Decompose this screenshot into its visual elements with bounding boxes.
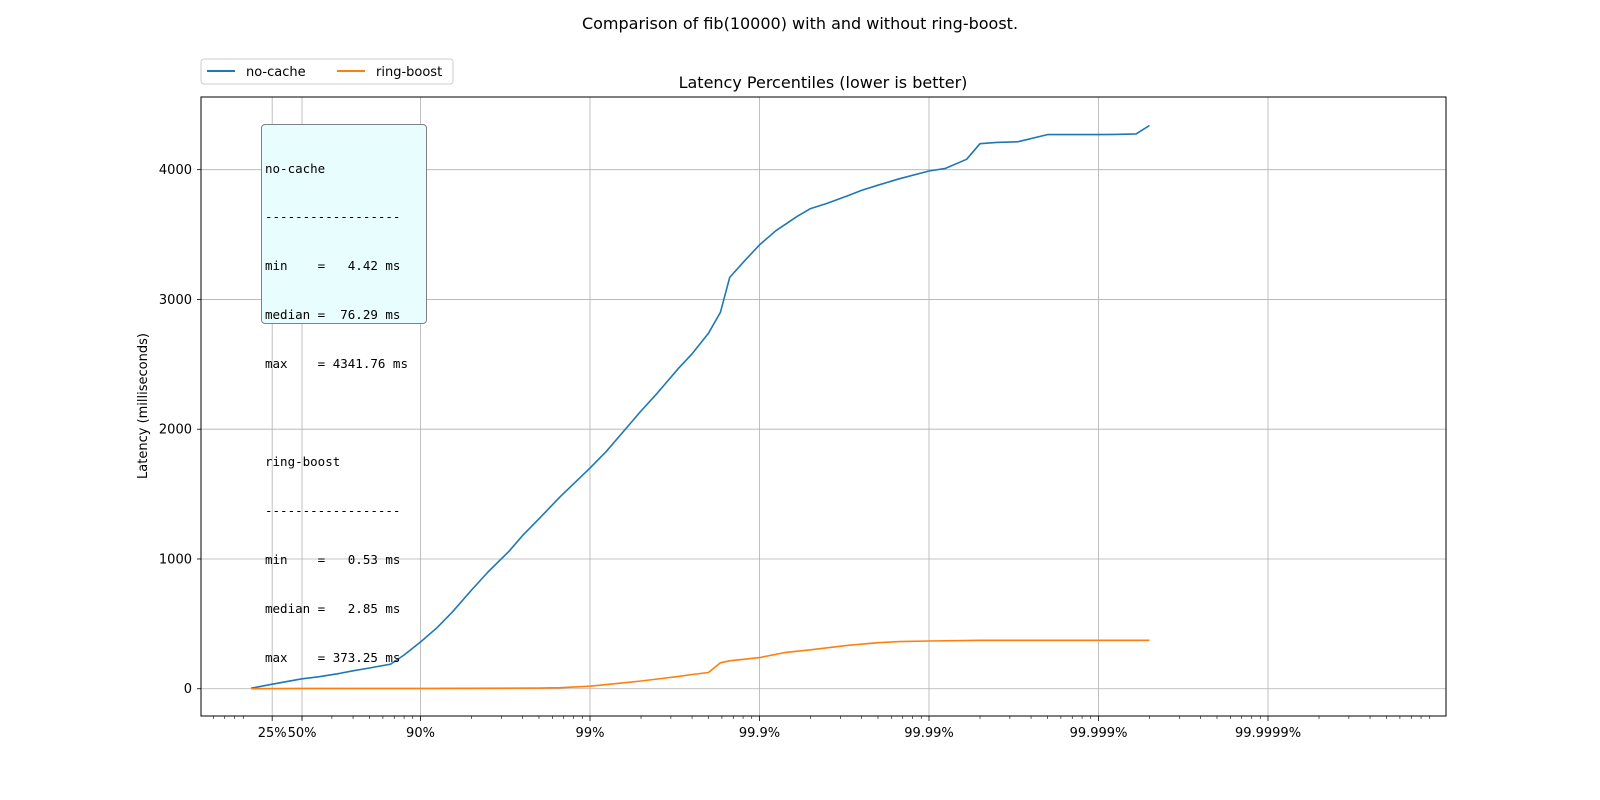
stats-box: no-cache ------------------ min = 4.42 m… <box>261 124 427 665</box>
series-line-no-cache <box>250 124 1150 689</box>
legend-box <box>200 58 454 85</box>
stats-line: ------------------ <box>265 502 401 518</box>
y-tick-label: 0 <box>184 682 192 697</box>
legend-label-no-cache: no-cache <box>246 65 306 80</box>
x-tick-label: 90% <box>406 726 435 741</box>
stats-line: max = 373.25 ms <box>265 649 401 665</box>
stats-line: median = 76.29 ms <box>265 307 401 323</box>
y-tick-label: 1000 <box>159 552 192 567</box>
stats-line: min = 0.53 ms <box>265 551 401 567</box>
stats-line: min = 4.42 ms <box>265 258 401 274</box>
y-tick-label: 4000 <box>159 163 192 178</box>
stats-line: max = 4341.76 ms <box>265 356 408 372</box>
x-tick-label: 99.99% <box>904 726 954 741</box>
y-axis: 0 1000 2000 3000 4000 <box>159 163 201 697</box>
stats-line: ring-boost <box>265 453 341 469</box>
series-layer <box>250 124 1150 690</box>
x-tick-label: 99% <box>576 726 605 741</box>
stats-line: median = 2.85 ms <box>265 600 401 616</box>
y-tick-label: 2000 <box>159 423 192 438</box>
stats-line: ------------------ <box>265 209 401 225</box>
x-tick-label: 99.999% <box>1070 726 1128 741</box>
plot-frame <box>200 96 1447 717</box>
chart-title: Latency Percentiles (lower is better) <box>679 73 968 92</box>
x-axis: 25% 50% 90% 99% 99.9% 99.99% 99.999% 99.9999% <box>213 716 1431 741</box>
x-tick-label: 50% <box>288 726 317 741</box>
y-axis-label: Latency (milliseconds) <box>136 333 151 479</box>
y-tick-label: 3000 <box>159 293 192 308</box>
x-tick-label: 25% <box>258 726 287 741</box>
series-line-ring-boost <box>250 639 1150 690</box>
x-tick-label: 99.9% <box>739 726 780 741</box>
figure-title: Comparison of fib(10000) with and withou… <box>582 14 1018 33</box>
legend: no-cache ring-boost <box>200 58 454 85</box>
legend-label-ring-boost: ring-boost <box>376 65 442 80</box>
stats-line: no-cache <box>265 160 326 176</box>
stats-line <box>265 405 426 421</box>
x-tick-label: 99.9999% <box>1235 726 1301 741</box>
